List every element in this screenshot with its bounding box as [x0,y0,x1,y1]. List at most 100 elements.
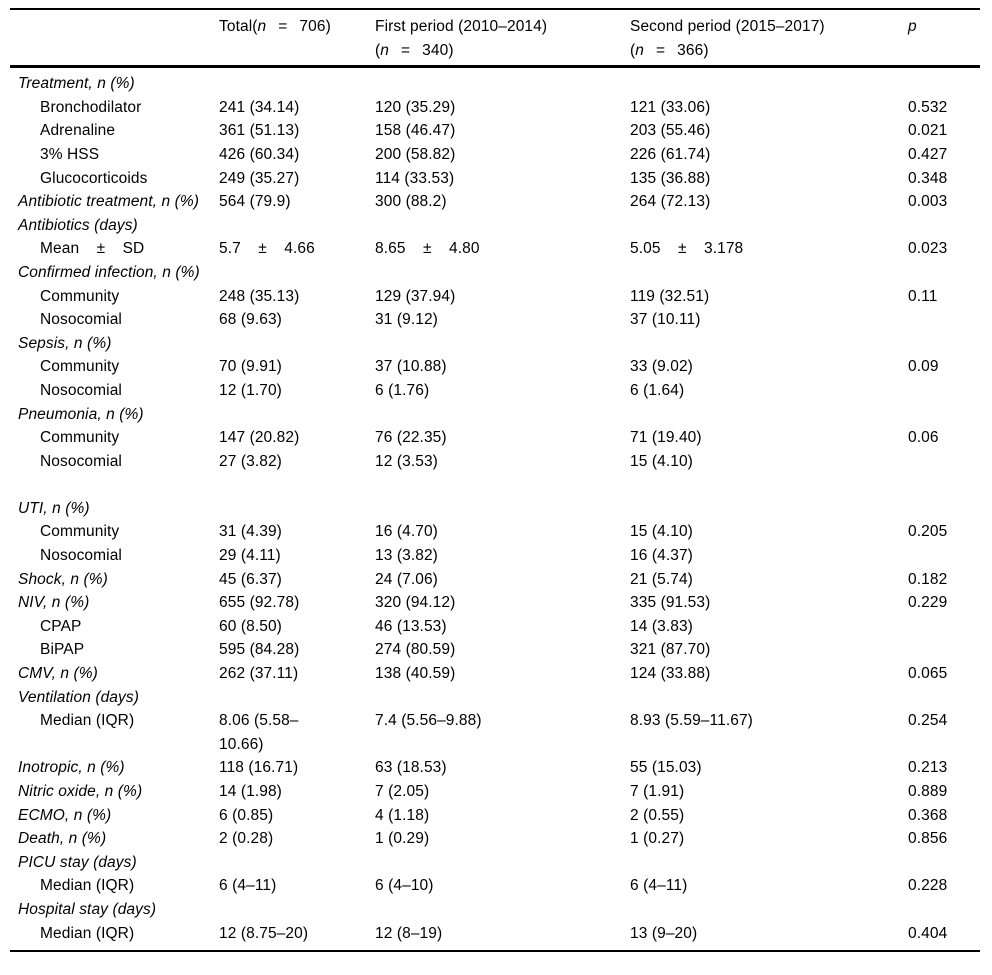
second-value: 15 (4.10) [630,452,693,470]
table-row: Treatment, n (%) [18,72,980,96]
table-row: UTI, n (%) [18,497,980,521]
second-value: 21 (5.74) [630,570,693,588]
second-value: 264 (72.13) [630,193,711,211]
table-row: Median (IQR) 12 (8.75–20) 12 (8–19) 13 (9–2… [18,922,980,946]
total-value: 147 (20.82) [219,429,300,447]
table-row: Community 31 (4.39) 16 (4.70) 15 (4.10) 0.20… [18,520,980,544]
table-row: Sepsis, n (%) [18,332,980,356]
total-value: 45 (6.37) [219,570,282,588]
first-value: 13 (3.82) [375,547,438,565]
first-value: 12 (8–19) [375,924,443,942]
total-value: 426 (60.34) [219,145,300,163]
p-value: 0.023 [908,240,948,258]
row-label: Nosocomial [40,547,122,565]
second-value: 203 (55.46) [630,122,711,140]
first-value: 7.4 (5.56–9.88) [375,712,482,730]
p-value: 0.348 [908,169,948,187]
row-label: Community [40,429,120,447]
p-value: 0.065 [908,665,948,683]
first-value: 138 (40.59) [375,665,456,683]
row-label: Antibiotic treatment, n (%) [18,193,200,211]
second-value: 226 (61.74) [630,145,711,163]
table-row: Nosocomial 12 (1.70) 6 (1.76) 6 (1.64) [18,379,980,403]
second-value: 37 (10.11) [630,311,701,329]
second-value: 6 (4–11) [630,877,688,895]
row-label: Nosocomial [40,381,122,399]
row-label: Bronchodilator [40,98,142,116]
table-row: CPAP 60 (8.50) 46 (13.53) 14 (3.83) [18,615,980,639]
row-group-label: Confirmed infection, n (%) [18,263,200,281]
first-value: 1 (0.29) [375,830,430,848]
row-label: Mean ± SD [40,240,145,258]
column-header-total: Total(n = 706) [219,15,375,39]
table-row: Shock, n (%) 45 (6.37) 24 (7.06) 21 (5.74) 0… [18,568,980,592]
row-group-label: Sepsis, n (%) [18,334,112,352]
table-row: Inotropic, n (%) 118 (16.71) 63 (18.53) 55 … [18,756,980,780]
second-period-title: Second period (2015–2017) [630,18,825,35]
first-value: 274 (80.59) [375,641,456,659]
second-period-equals: = [656,41,666,59]
total-value: 29 (4.11) [219,547,281,565]
first-value: 129 (37.94) [375,287,456,305]
total-header-prefix: Total( [219,18,258,35]
table-row: PICU stay (days) [18,851,980,875]
p-value: 0.368 [908,806,948,824]
total-value: 6 (0.85) [219,806,274,824]
total-header-count: 706) [299,18,331,35]
table-row: ECMO, n (%) 6 (0.85) 4 (1.18) 2 (0.55) 0.368 [18,804,980,828]
table-row: Median (IQR) 6 (4–11) 6 (4–10) 6 (4–11) 0.22… [18,874,980,898]
statistics-table: Total(n = 706) First period (2010–2014) (n… [10,8,980,953]
second-value: 8.93 (5.59–11.67) [630,712,753,730]
total-value: 361 (51.13) [219,122,300,140]
table-row: Antibiotic treatment, n (%) 564 (79.9) 300… [18,190,980,214]
row-group-label: UTI, n (%) [18,499,90,517]
second-value: 119 (32.51) [630,287,710,305]
row-label: Community [40,523,120,541]
table-row: Hospital stay (days) [18,898,980,922]
spacer-row [18,473,980,497]
second-value: 16 (4.37) [630,547,693,565]
row-label: Adrenaline [40,122,116,140]
table-row: 3% HSS 426 (60.34) 200 (58.82) 226 (61.74) 0… [18,143,980,167]
total-header-n: n [257,18,267,35]
table-row: Death, n (%) 2 (0.28) 1 (0.29) 1 (0.27) 0.85… [18,827,980,851]
total-header-equals: = [278,18,288,35]
first-value: 63 (18.53) [375,759,447,777]
table-row: Antibiotics (days) [18,214,980,238]
p-value: 0.021 [908,122,948,140]
table-row: Mean ± SD 5.7 ± 4.66 8.65 ± 4.80 5.05 ± 3.1… [18,237,980,261]
total-value: 564 (79.9) [219,193,291,211]
total-value: 70 (9.91) [219,358,282,376]
column-header-first-period: First period (2010–2014) (n = 340) [375,15,630,62]
total-value: 27 (3.82) [219,452,282,470]
first-period-title: First period (2010–2014) [375,18,548,35]
second-value: 321 (87.70) [630,641,711,659]
table-row: Community 248 (35.13) 129 (37.94) 119 (32.5… [18,285,980,309]
first-value: 16 (4.70) [375,523,438,541]
second-value: 5.05 ± 3.178 [630,240,744,258]
total-value: 595 (84.28) [219,641,300,659]
table-row: Nosocomial 68 (9.63) 31 (9.12) 37 (10.11) [18,308,980,332]
row-label: BiPAP [40,641,85,659]
total-value: 262 (37.11) [219,665,299,683]
table-row: Bronchodilator 241 (34.14) 120 (35.29) 121 … [18,96,980,120]
table-row: Pneumonia, n (%) [18,403,980,427]
row-label: CMV, n (%) [18,665,98,683]
total-value: 2 (0.28) [219,830,274,848]
first-value: 8.65 ± 4.80 [375,240,480,258]
total-value: 248 (35.13) [219,287,300,305]
p-value: 0.182 [908,570,948,588]
table-row: Confirmed infection, n (%) [18,261,980,285]
total-value: 68 (9.63) [219,311,282,329]
first-value: 114 (33.53) [375,169,455,187]
table-row: NIV, n (%) 655 (92.78) 320 (94.12) 335 (91.… [18,591,980,615]
table-row: Nosocomial 29 (4.11) 13 (3.82) 16 (4.37) [18,544,980,568]
second-value: 1 (0.27) [630,830,685,848]
p-value: 0.427 [908,145,948,163]
row-label: Nosocomial [40,311,122,329]
second-value: 135 (36.88) [630,169,711,187]
first-value: 158 (46.47) [375,122,456,140]
table-row: Nitric oxide, n (%) 14 (1.98) 7 (2.05) 7 (1… [18,780,980,804]
row-label: Nitric oxide, n (%) [18,783,143,800]
first-period-equals: = [401,41,411,59]
